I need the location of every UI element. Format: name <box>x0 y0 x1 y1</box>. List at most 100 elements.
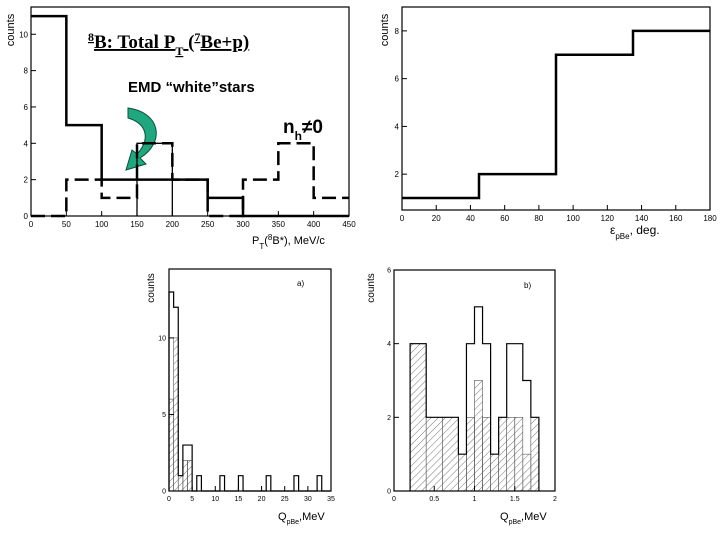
x-tick-label: 10 <box>211 496 219 503</box>
x-tick-label: 250 <box>201 220 215 229</box>
panel1-ylabel: counts <box>5 13 17 46</box>
plot-frame <box>168 268 332 492</box>
panel1-nh-sub: h <box>295 129 302 143</box>
y-tick-label: 6 <box>24 103 29 112</box>
panel4-xlabel-tail: ,MeV <box>521 511 547 523</box>
x-tick-label: 150 <box>130 220 144 229</box>
panel2-xlabel: εpBe, deg. <box>610 223 660 241</box>
panel1-title-sup2: 7 <box>194 30 200 44</box>
panel1-xlabel-main: P <box>252 235 259 247</box>
histogram-series-0 <box>168 291 331 492</box>
y-tick-label: 6 <box>395 75 400 84</box>
panel1-xlabel-sup: 8 <box>268 233 273 242</box>
y-tick-label: 2 <box>24 176 29 185</box>
hatched-bar <box>514 417 524 492</box>
panel4-ylabel: counts <box>366 273 377 302</box>
panel4-label: b) <box>524 281 531 290</box>
y-tick-label: 4 <box>395 122 400 131</box>
hatched-bar <box>506 417 516 492</box>
hatched-bar <box>498 417 507 492</box>
hatched-bar <box>168 398 174 492</box>
x-tick-label: 60 <box>500 214 509 223</box>
histogram-series-2 <box>31 142 349 218</box>
panel-pt-histogram: counts 8B: Total PT (7Be+p) EMD “white”s… <box>5 6 356 251</box>
x-tick-label: 15 <box>235 496 243 503</box>
hatched-bar <box>466 417 475 492</box>
panel1-title: 8B: Total PT (7Be+p) <box>88 30 249 58</box>
panel1-xlabel-sub: T <box>259 242 264 251</box>
x-tick-label: 180 <box>703 214 717 223</box>
x-tick-label: 350 <box>272 220 286 229</box>
panel1-nh-tail: ≠0 <box>302 117 323 138</box>
hatched-bar <box>409 343 427 492</box>
x-tick-label: 30 <box>304 496 312 503</box>
panel1-title-main: B: Total P <box>94 32 176 53</box>
x-tick-label: 80 <box>534 214 543 223</box>
hatched-bar <box>482 417 491 492</box>
y-tick-label: 8 <box>24 67 29 76</box>
x-tick-label: 140 <box>635 214 649 223</box>
y-tick-label: 10 <box>158 335 166 342</box>
panel2-xlabel-tail: , deg. <box>630 223 660 237</box>
hatched-bar <box>490 453 499 492</box>
y-tick-label: 5 <box>162 412 166 419</box>
x-tick-label: 20 <box>432 214 441 223</box>
x-tick-label: 25 <box>281 496 289 503</box>
hatched-bar <box>425 417 443 492</box>
panel1-nh-main: n <box>283 117 295 138</box>
x-tick-label: 100 <box>566 214 580 223</box>
y-tick-label: 0 <box>387 489 391 496</box>
y-tick-label: 2 <box>387 415 391 422</box>
y-tick-label: 4 <box>387 341 391 348</box>
hatched-bar <box>458 453 467 492</box>
panel4-xlabel-sub: pBe <box>509 519 522 526</box>
x-tick-label: 1.5 <box>510 496 520 503</box>
hatched-bar <box>173 337 179 492</box>
x-tick-label: 5 <box>190 496 194 503</box>
panel-q-histogram-b: counts b) QpBe,MeV 0 0.5 1 1.5 2 0 2 4 6 <box>366 268 557 526</box>
panel1-title-sub: T <box>175 44 183 58</box>
hatched-bar <box>530 417 540 492</box>
x-tick-label: 20 <box>258 496 266 503</box>
hatched-bar <box>522 453 532 492</box>
y-tick-label: 0 <box>24 212 29 221</box>
x-tick-label: 0 <box>392 496 396 503</box>
hatched-bar <box>441 417 459 492</box>
panel2-xlabel-main: ε <box>610 223 616 237</box>
y-tick-label: 4 <box>24 139 29 148</box>
hatched-bar <box>187 460 193 492</box>
panel3-label: a) <box>297 279 304 288</box>
panel2-xlabel-sub: pBe <box>615 232 630 241</box>
x-tick-label: 0 <box>400 214 405 223</box>
y-tick-label: 8 <box>395 27 400 36</box>
y-tick-label: 2 <box>395 170 400 179</box>
x-tick-label: 100 <box>95 220 109 229</box>
plot-frame <box>30 6 350 217</box>
panel3-xlabel-sub: pBe <box>287 519 300 526</box>
x-tick-label: 0 <box>167 496 171 503</box>
panel1-annotation: EMD “white”stars <box>128 79 255 96</box>
hatched-bar <box>474 380 483 492</box>
plot-frame <box>401 6 711 211</box>
panel1-title-mid: ( <box>183 32 194 53</box>
x-tick-label: 35 <box>327 496 335 503</box>
x-tick-label: 450 <box>342 220 356 229</box>
x-tick-label: 120 <box>601 214 615 223</box>
x-tick-label: 40 <box>466 214 475 223</box>
hatched-bar <box>177 475 184 492</box>
curved-arrow-icon <box>125 107 157 171</box>
panel1-title-tail: Be+p) <box>200 32 249 53</box>
x-tick-label: 2 <box>553 496 557 503</box>
panel1-xlabel-tail: B*), MeV/c <box>272 235 325 247</box>
x-tick-label: 160 <box>669 214 683 223</box>
x-tick-label: 0 <box>29 220 34 229</box>
panel4-xlabel-main: Q <box>500 511 509 523</box>
panel1-xlabel-paren: ( <box>264 235 268 247</box>
x-tick-label: 0.5 <box>429 496 439 503</box>
panel1-title-sup: 8 <box>88 30 94 44</box>
panel3-xlabel-main: Q <box>278 511 287 523</box>
y-tick-label: 10 <box>19 30 28 39</box>
x-tick-label: 50 <box>62 220 71 229</box>
panel4-xlabel: QpBe,MeV <box>500 511 547 526</box>
